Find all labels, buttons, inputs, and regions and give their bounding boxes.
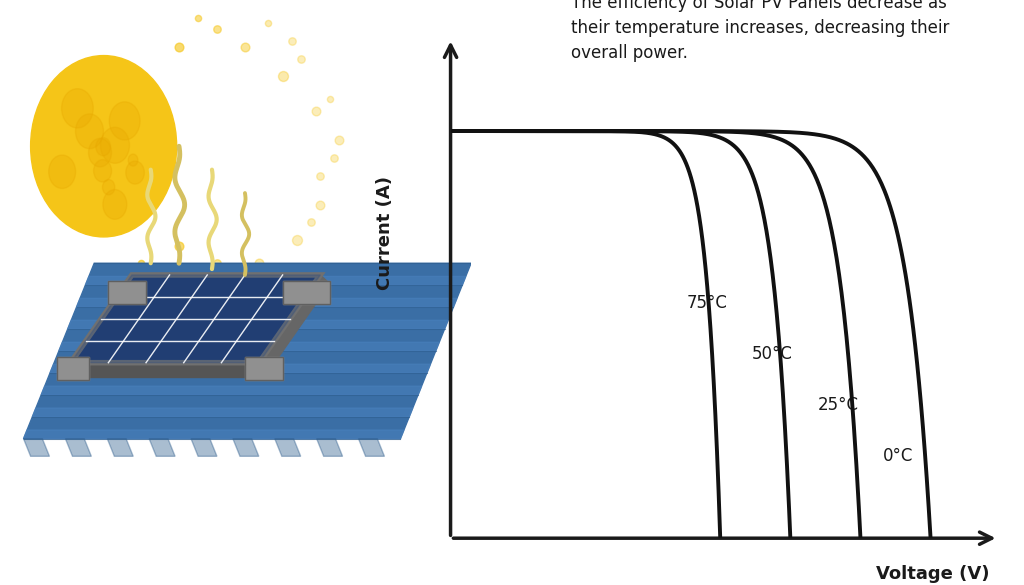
Text: 75°C: 75°C [686, 294, 727, 312]
Text: The efficiency of Solar PV Panels decrease as
their temperature increases, decre: The efficiency of Solar PV Panels decrea… [571, 0, 949, 61]
Polygon shape [283, 281, 330, 304]
Polygon shape [199, 319, 252, 340]
Circle shape [31, 56, 177, 237]
Polygon shape [101, 297, 155, 319]
Text: Voltage (V): Voltage (V) [876, 565, 989, 583]
Circle shape [126, 161, 144, 184]
Polygon shape [252, 297, 305, 319]
Polygon shape [109, 340, 162, 363]
Polygon shape [259, 275, 330, 371]
Polygon shape [56, 357, 89, 380]
Circle shape [93, 160, 112, 182]
Circle shape [128, 154, 138, 166]
Polygon shape [24, 430, 403, 439]
Polygon shape [50, 364, 430, 373]
Polygon shape [108, 439, 133, 456]
Polygon shape [24, 439, 49, 456]
Polygon shape [267, 275, 321, 297]
Polygon shape [59, 342, 439, 351]
Circle shape [96, 137, 111, 156]
Circle shape [49, 155, 76, 188]
Circle shape [88, 139, 112, 167]
Polygon shape [124, 319, 177, 340]
Polygon shape [214, 297, 267, 319]
Polygon shape [86, 319, 139, 340]
Text: 50°C: 50°C [752, 345, 793, 363]
Polygon shape [183, 340, 237, 363]
Polygon shape [191, 275, 245, 297]
Polygon shape [177, 297, 229, 319]
Polygon shape [155, 275, 207, 297]
Circle shape [102, 180, 115, 195]
Polygon shape [85, 276, 466, 285]
Polygon shape [316, 439, 343, 456]
Polygon shape [221, 340, 274, 363]
Polygon shape [24, 263, 471, 439]
Polygon shape [109, 281, 146, 304]
Circle shape [100, 128, 129, 163]
Polygon shape [162, 319, 214, 340]
Polygon shape [139, 297, 191, 319]
Polygon shape [274, 439, 301, 456]
Text: 0°C: 0°C [884, 446, 913, 464]
Polygon shape [191, 439, 217, 456]
Polygon shape [71, 363, 259, 377]
Polygon shape [41, 386, 422, 395]
Polygon shape [33, 408, 413, 417]
Polygon shape [71, 340, 124, 363]
Circle shape [102, 190, 127, 219]
Polygon shape [232, 439, 259, 456]
Polygon shape [245, 357, 283, 380]
Polygon shape [66, 439, 91, 456]
Polygon shape [117, 275, 170, 297]
Polygon shape [358, 439, 384, 456]
Polygon shape [68, 320, 449, 329]
Polygon shape [77, 298, 457, 307]
Polygon shape [237, 319, 290, 340]
Polygon shape [146, 340, 199, 363]
Circle shape [76, 114, 103, 149]
Polygon shape [229, 275, 283, 297]
Circle shape [61, 89, 93, 128]
Circle shape [110, 102, 140, 140]
Polygon shape [150, 439, 175, 456]
Text: Current (A): Current (A) [376, 176, 394, 290]
Text: 25°C: 25°C [817, 395, 858, 414]
Polygon shape [71, 275, 321, 363]
